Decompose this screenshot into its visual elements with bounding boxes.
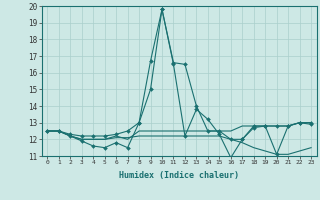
- X-axis label: Humidex (Indice chaleur): Humidex (Indice chaleur): [119, 171, 239, 180]
